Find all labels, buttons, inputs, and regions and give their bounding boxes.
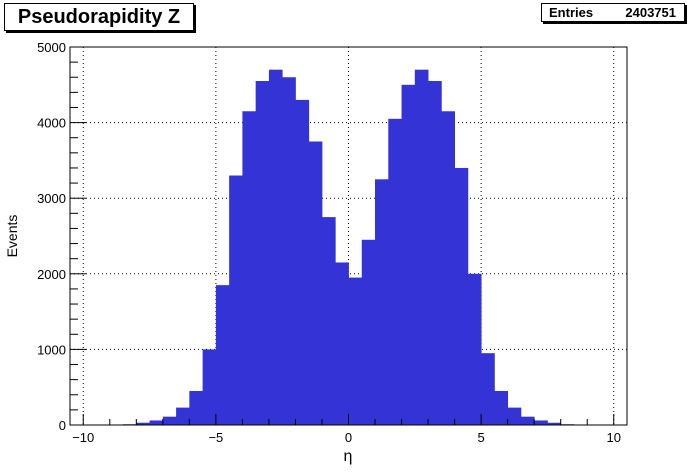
histogram-bar	[467, 273, 482, 425]
histogram-bar	[282, 77, 296, 426]
entries-value: 2403751	[625, 5, 676, 20]
histogram-bar	[295, 99, 310, 426]
histogram-bar	[308, 141, 323, 425]
x-tick-label: 10	[607, 430, 621, 445]
stats-box: Entries 2403751	[541, 3, 685, 22]
axis-tick-labels: −10 −5 0 5 10 0 1000 2000 3000 4000 5000	[37, 40, 621, 445]
x-tick-label: 0	[345, 430, 352, 445]
histogram-bar	[375, 179, 389, 425]
x-axis-label: η	[344, 448, 353, 465]
histogram-bars	[109, 69, 588, 426]
histogram-bar	[481, 353, 495, 425]
histogram-bar	[441, 111, 455, 425]
histogram-bar	[494, 390, 509, 425]
x-tick-label: −10	[72, 430, 94, 445]
histogram-bar	[268, 69, 283, 426]
axis-ticks	[70, 46, 615, 426]
y-axis-label: Events	[4, 215, 20, 258]
y-tick-label: 1000	[37, 342, 66, 357]
histogram-bar	[507, 407, 522, 425]
histogram-bar	[189, 390, 204, 425]
y-tick-label: 3000	[37, 191, 66, 206]
histogram-bar	[176, 407, 190, 425]
histogram-bar	[162, 416, 177, 425]
y-tick-label: 2000	[37, 267, 66, 282]
histogram-bar	[361, 239, 376, 425]
histogram-bar	[534, 420, 548, 425]
histogram-bar	[388, 118, 402, 425]
histogram-bar	[414, 69, 429, 426]
histogram-bar	[136, 422, 150, 425]
histogram-bar	[428, 81, 442, 426]
histogram-bar	[255, 81, 270, 426]
histogram-bar	[454, 167, 469, 425]
y-tick-label: 5000	[37, 40, 66, 55]
histogram-bar	[401, 84, 416, 426]
x-tick-label: 5	[478, 430, 485, 445]
histogram-bar	[202, 349, 217, 425]
entries-label: Entries	[549, 5, 594, 20]
histogram-bar	[547, 422, 562, 425]
y-tick-label: 0	[59, 418, 66, 433]
chart-title: Pseudorapidity Z	[4, 3, 194, 31]
histogram-bar	[215, 285, 230, 425]
histogram-bar	[229, 175, 243, 425]
histogram-bar	[149, 420, 164, 425]
x-tick-label: −5	[208, 430, 223, 445]
y-tick-label: 4000	[37, 116, 66, 131]
histogram-bar	[520, 416, 535, 425]
histogram-bar	[335, 262, 349, 425]
histogram-bar	[348, 277, 363, 425]
histogram-bar	[321, 217, 336, 425]
histogram-bar	[242, 111, 257, 425]
